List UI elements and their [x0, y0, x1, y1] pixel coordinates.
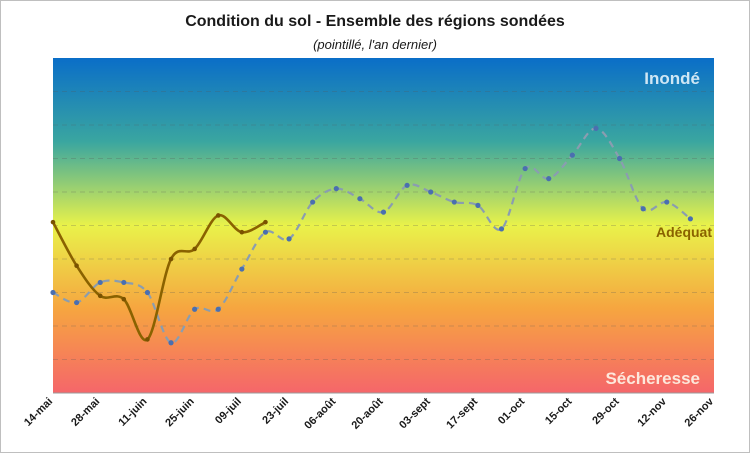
point-last-year [239, 266, 245, 272]
x-tick-label: 20-août [349, 395, 385, 431]
series-line-last-year [52, 127, 692, 344]
point-last-year [569, 152, 575, 158]
zone-label-drought: Sécheresse [605, 369, 700, 388]
plot-background [53, 58, 714, 393]
point-last-year [168, 340, 174, 346]
gridlines [53, 91, 714, 394]
point-last-year [380, 209, 387, 215]
point-last-year [475, 202, 481, 208]
x-tick-label: 15-oct [543, 395, 575, 427]
point-last-year [50, 289, 56, 296]
point-last-year [593, 125, 599, 131]
x-tick-label: 12-nov [635, 395, 669, 429]
zone-label-adequate: Adéquat [656, 224, 712, 240]
x-tick-label: 28-mai [69, 396, 102, 429]
point-last-year [215, 306, 221, 312]
zone-label-flooded: Inondé [644, 69, 700, 88]
point-last-year [144, 289, 151, 296]
point-last-year [451, 199, 457, 205]
point-last-year [310, 199, 316, 205]
point-last-year [121, 279, 127, 286]
chart-subtitle: (pointillé, l'an dernier) [313, 37, 437, 52]
point-last-year [262, 229, 269, 235]
point-last-year [687, 216, 693, 222]
point-last-year [404, 182, 410, 188]
x-tick-label: 25-juin [163, 395, 197, 429]
point-last-year [333, 186, 339, 192]
x-tick-label: 26-nov [683, 395, 717, 429]
point-current-year [215, 213, 221, 218]
point-current-year [121, 296, 127, 302]
point-last-year [192, 306, 198, 312]
x-tick-label: 23-juil [260, 396, 291, 427]
point-current-year [239, 229, 245, 235]
x-tick-label: 01-oct [496, 395, 528, 427]
point-last-year [97, 279, 103, 286]
point-last-year [546, 176, 552, 182]
point-last-year [640, 206, 646, 212]
x-tick-label: 17-sept [444, 395, 480, 431]
point-current-year [145, 337, 150, 342]
x-tick-label: 09-juil [213, 396, 244, 427]
point-last-year [357, 196, 363, 202]
point-current-year [168, 256, 174, 262]
point-current-year [192, 246, 197, 252]
point-last-year [428, 189, 434, 195]
point-last-year [498, 226, 505, 232]
x-tick-label: 06-août [302, 395, 338, 431]
chart-title: Condition du sol - Ensemble des régions … [185, 13, 565, 30]
x-tick-label: 03-sept [397, 395, 433, 431]
point-current-year [74, 263, 79, 269]
point-last-year [286, 236, 292, 242]
series-line-current-year [51, 214, 267, 342]
x-axis-ticks: 14-mai 28-mai 11-juin 25-juin 09-juil 23-juil… [22, 395, 717, 432]
point-last-year [664, 199, 670, 205]
point-last-year [522, 165, 528, 172]
point-last-year [616, 155, 623, 162]
x-tick-label: 14-mai [22, 396, 55, 429]
point-current-year [97, 293, 103, 299]
point-current-year [263, 219, 268, 225]
x-tick-label: 11-juin [116, 395, 149, 428]
series-layer [50, 125, 693, 346]
x-tick-label: 29-oct [590, 395, 622, 427]
point-current-year [50, 219, 56, 225]
point-last-year [74, 299, 80, 306]
